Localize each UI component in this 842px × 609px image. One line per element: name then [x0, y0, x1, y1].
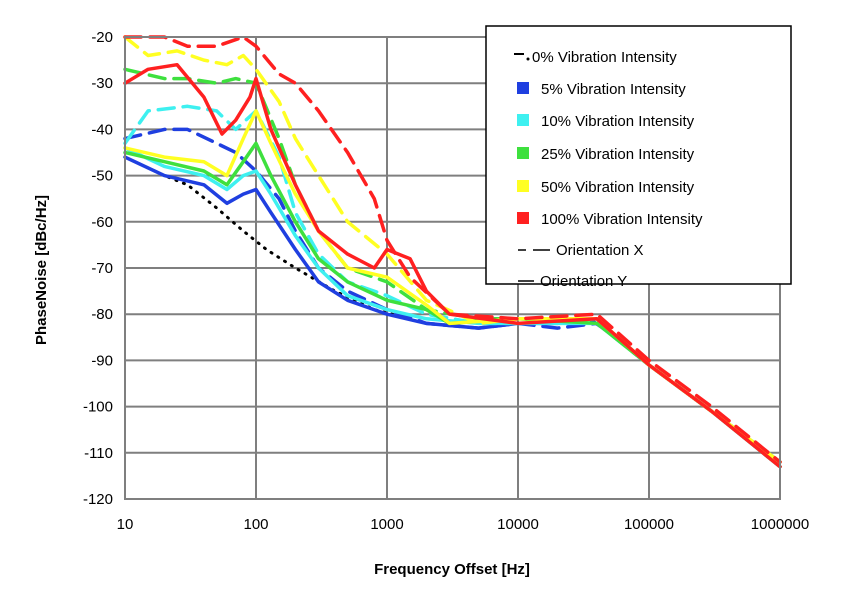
legend-entry: Orientation Y: [518, 273, 627, 290]
series-line-100pct-y: [123, 62, 782, 469]
x-tick-label: 1000: [370, 516, 403, 533]
y-tick-label: -70: [91, 260, 113, 277]
legend-entry: Orientation X: [518, 242, 644, 259]
legend-swatch: [517, 212, 529, 224]
x-tick-label: 100000: [624, 516, 674, 533]
legend-swatch: [517, 82, 529, 94]
legend-label: 0% Vibration Intensity: [532, 49, 677, 66]
series-line-25pct-y: [123, 141, 782, 469]
y-tick-label: -40: [91, 121, 113, 138]
legend-swatch-dot: [526, 57, 530, 61]
legend-entry: 100% Vibration Intensity: [517, 211, 703, 228]
legend-label: 10% Vibration Intensity: [541, 113, 695, 130]
legend-label: 5% Vibration Intensity: [541, 81, 686, 98]
series-line-0pct-y: [123, 155, 412, 321]
y-tick-label: -80: [91, 306, 113, 323]
y-tick-label: -110: [84, 445, 113, 462]
y-tick-label: -30: [91, 75, 113, 92]
y-axis-title: PhaseNoise [dBc/Hz]: [33, 195, 50, 345]
y-tick-label: -90: [91, 352, 113, 369]
x-axis-title: Frequency Offset [Hz]: [374, 561, 530, 578]
legend-label: 100% Vibration Intensity: [541, 211, 703, 228]
legend-swatch: [517, 180, 529, 192]
legend-label: Orientation X: [556, 242, 644, 259]
series-line-100pct-x: [123, 35, 782, 464]
legend-entry: 10% Vibration Intensity: [517, 113, 695, 130]
y-tick-label: -50: [91, 168, 113, 185]
x-tick-label: 10000: [497, 516, 539, 533]
y-tick-label: -60: [91, 214, 113, 231]
legend-label: 50% Vibration Intensity: [541, 179, 695, 196]
legend-entry: 25% Vibration Intensity: [517, 146, 695, 163]
series-layer: [123, 35, 782, 469]
legend-label: Orientation Y: [540, 273, 627, 290]
y-tick-label: -100: [83, 399, 113, 416]
legend-swatch: [517, 147, 529, 159]
legend-swatch: [517, 114, 529, 126]
y-tick-label: -120: [83, 491, 113, 508]
legend-entry: 5% Vibration Intensity: [517, 81, 686, 98]
legend: 0% Vibration Intensity 5% Vibration Inten…: [485, 25, 792, 290]
legend-label: 25% Vibration Intensity: [541, 146, 695, 163]
legend-entry: 0% Vibration Intensity: [514, 49, 677, 66]
x-tick-label: 100: [243, 516, 268, 533]
legend-box: [485, 25, 792, 285]
y-tick-label: -20: [91, 29, 113, 46]
x-tick-label: 1000000: [751, 516, 809, 533]
legend-entry: 50% Vibration Intensity: [517, 179, 695, 196]
x-tick-label: 10: [117, 516, 134, 533]
